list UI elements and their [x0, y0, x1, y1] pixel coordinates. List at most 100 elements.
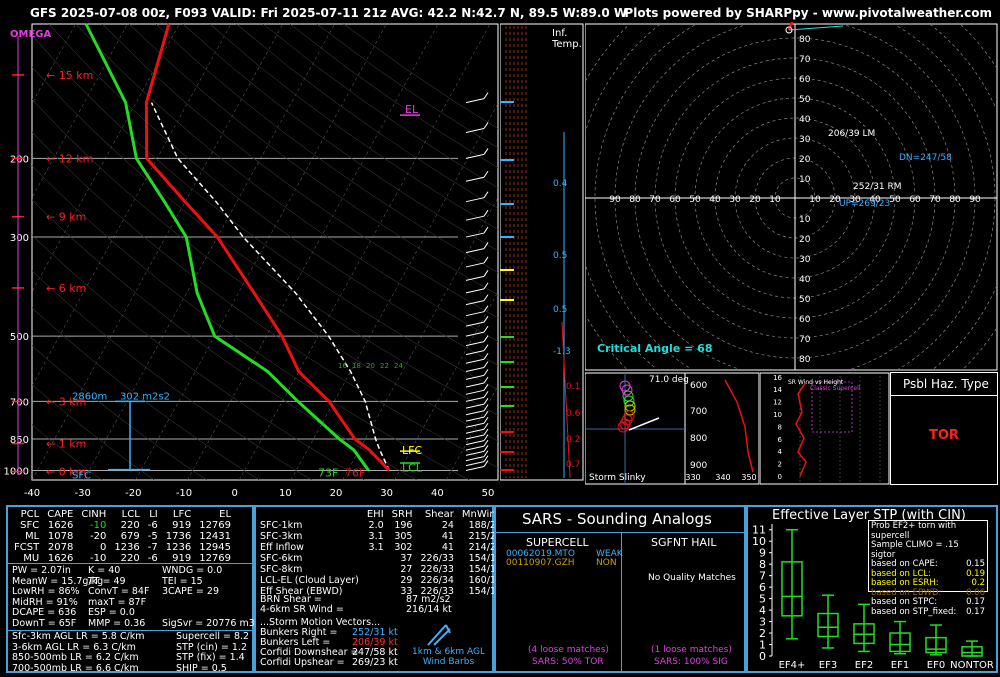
isotherm-line: [32, 24, 128, 199]
kin-row: SFC-8km 27 226/33 154/15: [256, 564, 547, 575]
hodo-x-tick: 20: [749, 195, 761, 205]
thermo-cell: SFC: [20, 520, 40, 531]
kin-cell: 226/33: [420, 564, 454, 575]
lapse-rate-row: 3-6km AGL LR = 6.3 C/km: [12, 641, 136, 653]
srwind-title: SR Wind vs Height: [788, 379, 844, 386]
inf-red-value: 0.6: [566, 409, 581, 419]
stp-y-tick: 10: [752, 535, 766, 548]
thermo-cell: 1078: [47, 531, 74, 542]
thermo-cell: 679: [120, 531, 140, 542]
wind-barb: [465, 197, 485, 203]
stp-box: [781, 561, 803, 617]
slinky-p-tick: 800: [690, 434, 707, 444]
mixing-ratio-label: 20: [366, 362, 375, 370]
dry-adiabat-line: [32, 34, 498, 391]
dry-adiabat-line: [32, 66, 498, 416]
dry-adiabat-line: [32, 424, 102, 480]
kinematics-table: EHISRHShearMnWindSRW SFC-1km2.019624188/…: [256, 509, 547, 597]
stp-legend-label: based on LCL:: [871, 568, 931, 579]
ring-label-top: 50: [799, 95, 811, 105]
thermo-header: LI: [149, 509, 158, 520]
kin-cell: 41: [441, 542, 454, 553]
hodo-x-tick: 50: [889, 195, 901, 205]
wind-barbs: [465, 92, 489, 472]
dry-adiabat-line: [75, 24, 498, 342]
stp-y-tick: 8: [759, 558, 766, 571]
srwind-y-tick: 8: [778, 423, 782, 431]
dry-adiabat-line: [32, 270, 312, 480]
hodo-x-tick: 50: [689, 195, 701, 205]
kin-header: SRH: [391, 509, 413, 520]
dry-adiabats: [32, 24, 498, 480]
ring-label-top: 20: [799, 155, 811, 165]
slinky-ring: [621, 384, 633, 396]
corfidi-upshear: Corfidi Upshear =: [260, 657, 345, 668]
wind-barb: [465, 416, 485, 422]
thermo-cell: 1236: [165, 542, 192, 553]
misc-cell: MeanW = 15.7g/kg: [12, 575, 104, 587]
wind-barb-flag: [483, 404, 489, 412]
stp-y-tick: 0: [759, 650, 766, 663]
srh-label: 302 m2s2: [120, 392, 170, 403]
inf-red-value: 0.1: [566, 382, 580, 392]
temp-tick-label: 50: [482, 488, 495, 499]
sfc-label: SFC: [72, 470, 91, 481]
wind-barb: [465, 466, 485, 472]
misc-cell: K = 40: [88, 565, 121, 576]
lcl-label: LCL: [402, 462, 423, 475]
misc-cell: MidRH = 91%: [12, 596, 78, 608]
dry-adiabat-line: [32, 131, 498, 469]
mixing-ratio-label: 24: [394, 362, 403, 370]
sr-wind-4-6-value: 216/14 kt: [406, 604, 452, 615]
thermo-cell: FCST: [14, 542, 40, 553]
kin-cell: SFC-1km: [260, 520, 303, 531]
thermo-cell: 12769: [199, 520, 232, 531]
wind-barb: [465, 396, 485, 402]
inf-temp-frame: [500, 23, 584, 481]
misc-cell: ESP = 0.0: [88, 607, 135, 618]
misc-cell: TEI = 15: [162, 575, 203, 587]
wind-barb-flag: [483, 226, 489, 234]
hodo-x-tick: 60: [909, 195, 921, 205]
slinky-angle: 71.0 deg: [649, 375, 689, 385]
corfidi-downshear: Corfidi Downshear =: [260, 647, 359, 658]
temp-tick-label: 30: [380, 488, 393, 499]
slinky-p-tick: 600: [690, 381, 707, 391]
kin-cell: 214/28: [468, 542, 503, 553]
temp-tick-label: 10: [279, 488, 292, 499]
wind-barb-flag: [483, 242, 489, 249]
hodo-dn-label: DN=247/58: [899, 153, 952, 163]
kin-cell: Eff Shear (EBWD): [260, 586, 343, 597]
stp-title: Effective Layer STP (with CIN): [772, 508, 966, 523]
stp-y-tick: 11: [752, 524, 766, 537]
wind-barb: [465, 403, 485, 409]
wind-barb-flag: [483, 361, 489, 368]
srwind-y-tick: 4: [778, 448, 783, 456]
sars-loose-supercell: (4 loose matches): [528, 645, 609, 655]
inf-value: 0.5: [553, 305, 567, 315]
isotherm-line: [32, 24, 284, 480]
dry-adiabat-line: [32, 345, 207, 480]
mixing-ratio-label: 22: [380, 362, 389, 370]
thermo-cell: 0: [99, 542, 107, 553]
stp-y-tick: 7: [759, 570, 766, 583]
header-title: GFS 2025-07-08 00z, F093 VALID: Fri 2025…: [30, 6, 628, 20]
skewt-frame: [31, 23, 499, 481]
bunkers-left-value: 206/39 kt: [352, 637, 398, 648]
sars-hail-result: SARS: 100% SIG: [654, 657, 728, 667]
wind-barbs-icon: [427, 624, 451, 646]
thermo-cell: 2078: [47, 542, 74, 553]
kin-row: Eff Shear (EBWD) 33 226/33 154/15: [256, 586, 547, 597]
wind-barb-flag: [483, 256, 489, 264]
stp-y-tick: 3: [759, 616, 766, 629]
kin-cell: 160/15: [468, 575, 503, 586]
brn-shear: BRN Shear =: [260, 594, 322, 605]
storm-slinky-panel: 71.0 deg Storm Slinky 600 700 800 900 330 340 35…: [585, 372, 760, 485]
wind-barb-flag: [483, 391, 489, 398]
ring-label-top: 40: [799, 115, 811, 125]
wind-barb-flag: [483, 434, 489, 441]
dry-adiabat-line: [32, 384, 155, 480]
kin-cell: SFC-8km: [260, 564, 303, 575]
dewpoint-trace: [84, 23, 370, 472]
thermo-cell: 12945: [199, 542, 232, 553]
